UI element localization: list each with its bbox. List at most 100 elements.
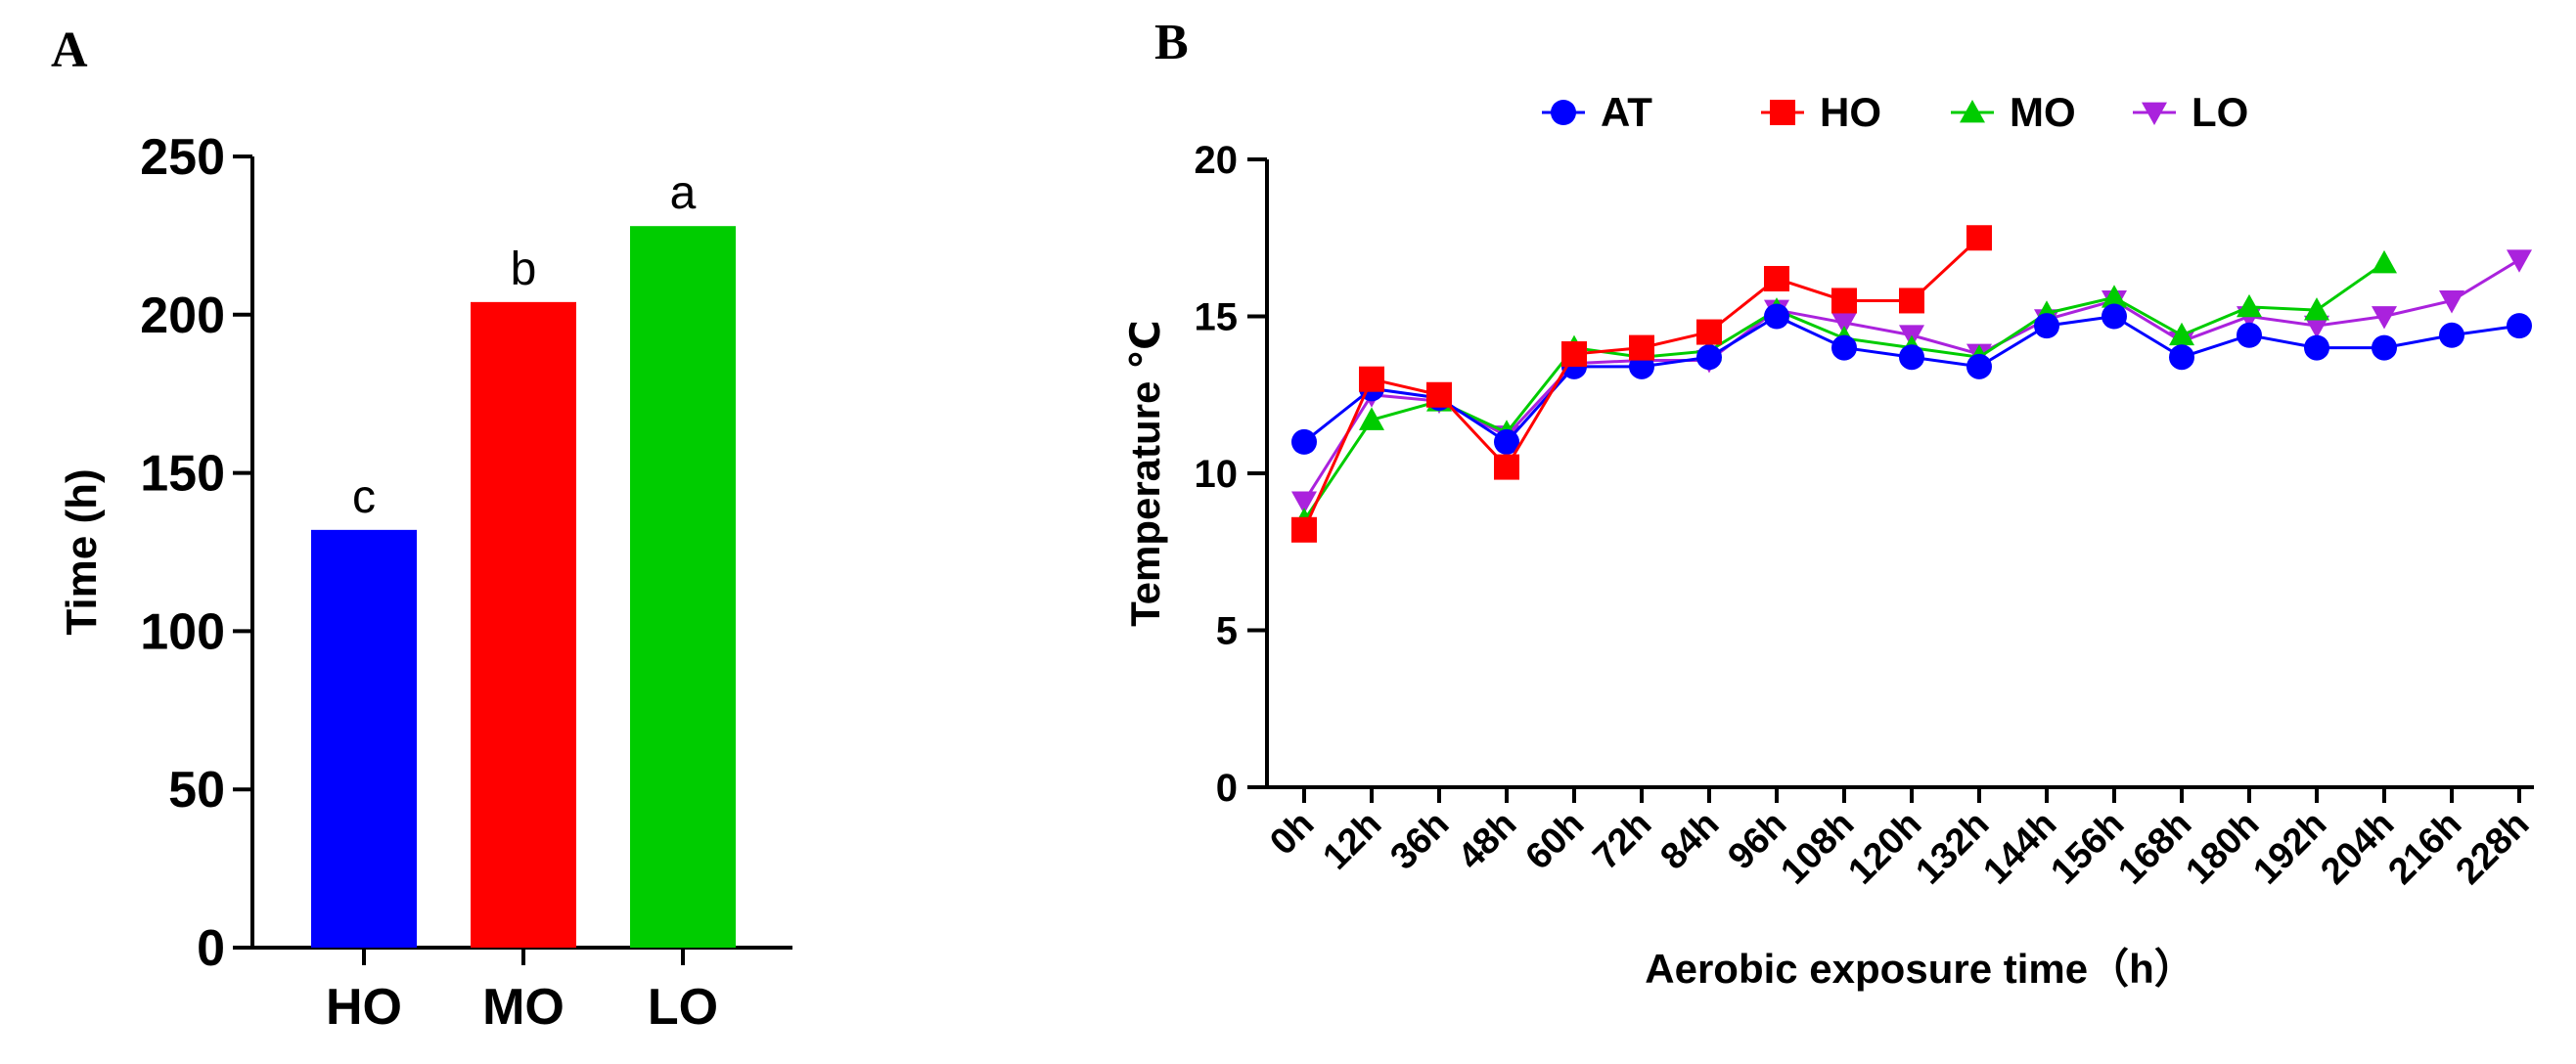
b-y-tick-label: 15 — [1195, 296, 1239, 339]
a-bar-lo — [630, 226, 736, 948]
b-point-mo — [2169, 322, 2194, 346]
b-point-ho — [1966, 225, 1992, 251]
b-y-tick-label: 20 — [1195, 139, 1239, 182]
b-point-at — [2304, 334, 2329, 361]
b-x-tick-label: 48h — [1450, 804, 1524, 878]
panel-b-plot-area: 051015200h12h36h48h60h72h84h96h108h120h1… — [1122, 139, 2537, 992]
a-significance-letter: c — [352, 471, 376, 523]
b-point-at — [2169, 344, 2194, 371]
a-y-tick-label: 200 — [140, 288, 225, 344]
panel-b-label: B — [1154, 15, 1189, 70]
b-point-at — [1494, 428, 1519, 455]
legend-item-mo: MO — [1951, 89, 2076, 135]
b-point-mo — [1359, 407, 1384, 430]
legend-label: HO — [1820, 89, 1881, 135]
b-point-ho — [1629, 334, 1654, 361]
a-x-tick-label: LO — [648, 979, 718, 1036]
b-x-tick-label: 60h — [1517, 804, 1592, 878]
b-x-tick-label: 168h — [2110, 804, 2199, 893]
b-x-tick-label: 36h — [1382, 804, 1457, 878]
b-point-at — [2507, 313, 2532, 339]
a-y-axis-label: Time (h) — [58, 468, 106, 635]
b-point-at — [2237, 322, 2262, 348]
b-point-lo — [1291, 491, 1317, 514]
b-point-mo — [2372, 249, 2397, 274]
legend-item-at: AT — [1542, 89, 1652, 135]
b-y-tick-label: 0 — [1216, 767, 1238, 810]
b-x-tick-label: 144h — [1975, 804, 2064, 893]
b-x-tick-label: 216h — [2380, 804, 2469, 893]
legend-marker — [1551, 100, 1576, 125]
a-bar-ho — [311, 529, 417, 948]
b-point-at — [1966, 353, 1992, 379]
b-point-at — [1291, 428, 1317, 455]
b-point-ho — [1831, 288, 1857, 314]
b-y-tick-label: 5 — [1216, 610, 1238, 653]
b-x-tick-label: 12h — [1315, 804, 1389, 878]
b-point-mo — [2304, 297, 2329, 321]
b-x-tick-label: 72h — [1585, 804, 1659, 878]
b-point-at — [1831, 334, 1857, 361]
a-significance-letter: b — [511, 244, 537, 295]
legend-item-lo: LO — [2133, 89, 2248, 135]
b-point-at — [1696, 344, 1722, 371]
a-y-tick-label: 150 — [140, 446, 225, 503]
panel-b-legend: AT HO MO LO — [1542, 89, 2248, 135]
b-x-tick-label: 84h — [1652, 804, 1727, 878]
b-x-tick-label: 0h — [1262, 804, 1322, 864]
b-point-at — [1899, 344, 1924, 371]
panel-a-label: A — [51, 22, 88, 78]
a-x-tick-label: MO — [482, 979, 565, 1036]
b-point-lo — [1831, 312, 1857, 335]
b-series-ho — [1291, 225, 1992, 543]
b-point-mo — [2101, 285, 2127, 308]
legend-label: MO — [2010, 89, 2076, 135]
b-point-ho — [1899, 288, 1924, 314]
panel-a-plot-area: 0 50 100 150 200 250 HO c MO b LO a Time (h) — [58, 129, 792, 1036]
b-x-axis-label: Aerobic exposure time（h） — [1645, 946, 2194, 992]
b-y-tick-label: 10 — [1195, 453, 1239, 496]
b-x-tick-label: 120h — [1840, 804, 1929, 893]
panel-a-bar-chart: A 0 50 100 150 200 250 HO c MO b LO a Time (h) — [51, 22, 792, 1036]
legend-item-ho: HO — [1761, 89, 1881, 135]
a-y-tick-label: 100 — [140, 603, 225, 660]
b-point-at — [1764, 303, 1789, 330]
b-point-at — [2372, 334, 2397, 361]
legend-label: LO — [2192, 89, 2248, 135]
b-point-ho — [1426, 381, 1452, 408]
a-y-tick-label: 0 — [197, 920, 225, 977]
b-point-mo — [2237, 293, 2262, 318]
b-x-tick-label: 156h — [2043, 804, 2132, 893]
b-x-tick-label: 180h — [2178, 804, 2267, 893]
b-x-tick-label: 132h — [1908, 804, 1997, 893]
b-y-axis-label: Temperature ℃ — [1122, 320, 1168, 627]
b-point-ho — [1494, 454, 1519, 480]
b-x-tick-label: 228h — [2448, 804, 2537, 893]
a-bar-mo — [471, 301, 576, 949]
legend-label: AT — [1601, 89, 1652, 135]
b-point-ho — [1291, 516, 1317, 543]
b-point-lo — [2507, 249, 2532, 273]
b-point-at — [2439, 322, 2464, 348]
b-series-line-ho — [1302, 237, 1981, 531]
b-point-lo — [2304, 315, 2329, 339]
a-significance-letter: a — [670, 167, 697, 219]
b-point-ho — [1359, 366, 1384, 392]
b-point-lo — [2372, 306, 2397, 330]
b-x-tick-label: 192h — [2245, 804, 2334, 893]
b-x-tick-label: 108h — [1773, 804, 1862, 893]
b-point-at — [2034, 313, 2059, 339]
b-point-lo — [2439, 290, 2464, 314]
legend-marker — [1960, 100, 1985, 123]
a-y-tick-label: 250 — [140, 129, 225, 186]
b-point-ho — [1561, 341, 1587, 368]
a-x-tick-label: HO — [326, 979, 402, 1036]
b-point-ho — [1696, 319, 1722, 345]
a-y-tick-label: 50 — [168, 762, 225, 819]
b-x-tick-label: 204h — [2313, 804, 2402, 893]
b-point-ho — [1764, 265, 1789, 291]
legend-marker — [2142, 102, 2167, 125]
b-point-at — [2101, 303, 2127, 330]
panel-b-line-chart: B AT HO MO LO 051015200h12h36h48h60h72h84h9… — [1122, 15, 2537, 992]
